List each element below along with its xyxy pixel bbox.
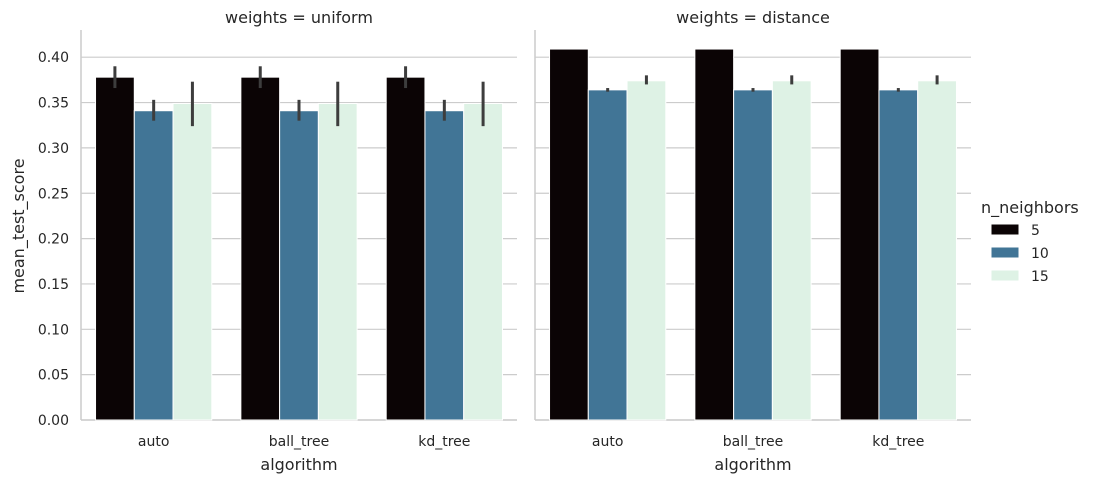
panel-2: weights = distance auto ball_tree kd_treeal… (534, 8, 971, 474)
x-axis-label: algorithm (714, 455, 791, 474)
bar-ball_tree-n5 (694, 48, 735, 421)
y-tick-label: 0.20 (38, 232, 69, 248)
bar-kd_tree-n10 (424, 110, 465, 421)
bar-auto-n10 (587, 89, 628, 421)
bar-auto-n10 (133, 110, 174, 421)
bar-auto-n5 (549, 48, 589, 421)
x-tick-label: kd_tree (872, 434, 924, 450)
bar-auto-n5 (95, 76, 135, 421)
y-tick-label: 0.30 (38, 141, 69, 157)
y-tick-label: 0.25 (38, 186, 69, 202)
bar-kd_tree-n5 (385, 76, 426, 421)
bar-ball_tree-n5 (240, 76, 281, 421)
panel-title: weights = uniform (225, 8, 373, 27)
bar-kd_tree-n10 (878, 89, 919, 421)
legend-label: 5 (1031, 223, 1040, 239)
bar-kd_tree-n15 (463, 102, 503, 421)
bar-kd_tree-n5 (839, 48, 880, 421)
y-tick-label: 0.15 (38, 277, 69, 293)
bar-ball_tree-n10 (279, 110, 319, 421)
bar-ball_tree-n15 (771, 80, 812, 421)
x-tick-label: auto (592, 434, 624, 450)
legend-swatch-15 (990, 269, 1020, 282)
bar-auto-n15 (172, 102, 213, 421)
y-tick-label: 0.40 (38, 50, 69, 66)
bar-ball_tree-n15 (317, 102, 358, 421)
bar-ball_tree-n10 (733, 89, 773, 421)
panel-1: weights = uniform 0.00 0.05 0.10 0.15 0.20 0.2… (38, 8, 517, 474)
legend-label: 15 (1031, 269, 1049, 285)
legend: n_neighbors 5 10 15 (981, 198, 1079, 285)
bar-auto-n15 (626, 80, 667, 421)
y-tick-label: 0.35 (38, 96, 69, 112)
legend-title: n_neighbors (981, 198, 1079, 218)
y-tick-label: 0.00 (38, 413, 69, 429)
y-tick-label: 0.05 (38, 368, 69, 384)
bar-kd_tree-n15 (917, 80, 957, 421)
y-axis-label: mean_test_score (9, 158, 29, 293)
y-tick-label: 0.10 (38, 322, 69, 338)
x-tick-label: auto (138, 434, 170, 450)
x-tick-label: kd_tree (418, 434, 470, 450)
legend-label: 10 (1031, 246, 1049, 262)
x-tick-label: ball_tree (269, 434, 329, 450)
x-axis-label: algorithm (260, 455, 337, 474)
x-tick-label: ball_tree (723, 434, 783, 450)
panel-title: weights = distance (676, 8, 830, 27)
legend-swatch-5 (990, 223, 1020, 236)
facet-panels: weights = uniform 0.00 0.05 0.10 0.15 0.20 0.2… (38, 8, 971, 474)
legend-swatch-10 (990, 246, 1020, 259)
